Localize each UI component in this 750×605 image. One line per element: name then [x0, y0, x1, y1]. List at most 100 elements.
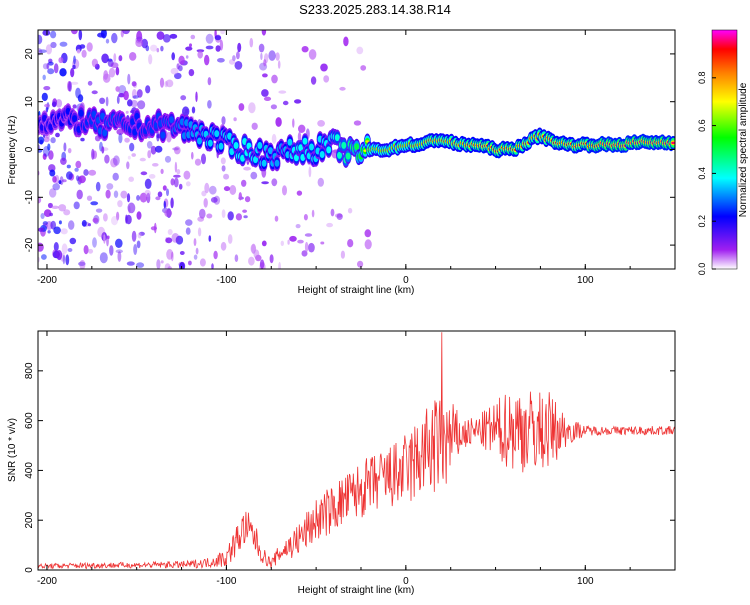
noise-blob [152, 163, 159, 167]
noise-blob [136, 30, 143, 42]
noise-blob [220, 241, 227, 251]
noise-blob [136, 262, 145, 268]
colorbar-tick-label: 0.2 [697, 215, 707, 228]
noise-blob [304, 241, 309, 253]
noise-blob [70, 81, 79, 85]
noise-blob [72, 64, 76, 70]
colorbar-tick-label: 0.4 [697, 167, 707, 180]
noise-blob [209, 185, 217, 195]
ridge-core [197, 137, 202, 145]
noise-blob [171, 233, 180, 243]
noise-blob [249, 37, 254, 48]
noise-blob [157, 191, 163, 198]
noise-blob [156, 31, 165, 40]
noise-blob [270, 104, 277, 110]
noise-blob [308, 242, 315, 253]
noise-blob [49, 212, 53, 217]
noise-blob [185, 55, 189, 59]
noise-blob [41, 254, 47, 260]
noise-blob [75, 160, 82, 169]
noise-blob [250, 244, 257, 254]
noise-blob [248, 102, 256, 114]
noise-blob [80, 137, 85, 142]
ridge-core [309, 143, 314, 151]
noise-blob [173, 177, 179, 188]
ridge-core [134, 112, 140, 120]
colorbar-tick-label: 0.8 [697, 72, 707, 85]
noise-blob [136, 240, 141, 249]
x-tick-label: -100 [216, 275, 236, 286]
noise-blob [294, 99, 302, 104]
noise-blob [78, 30, 83, 41]
noise-blob [127, 73, 131, 85]
noise-blob [166, 188, 169, 197]
noise-blob [339, 86, 346, 91]
ridge-core [100, 112, 106, 120]
noise-blob [55, 99, 63, 108]
noise-blob [139, 157, 146, 162]
noise-blob [48, 150, 54, 160]
noise-blob [163, 200, 166, 209]
noise-blob [201, 153, 206, 165]
noise-blob [118, 93, 125, 98]
y-tick-label: 10 [24, 96, 35, 108]
noise-blob [110, 62, 119, 69]
noise-blob [87, 248, 94, 254]
noise-blob [164, 263, 171, 269]
noise-blob [227, 211, 234, 221]
noise-blob [275, 117, 282, 127]
noise-blob [174, 72, 182, 80]
ridge-core [72, 115, 78, 123]
y-tick-label: 200 [24, 511, 35, 528]
noise-blob [287, 239, 290, 245]
ridge-core [218, 142, 224, 150]
noise-blob [67, 148, 72, 154]
noise-blob [167, 266, 173, 269]
spectrogram-marks [38, 30, 675, 269]
noise-blob [42, 146, 50, 157]
x-tick-label: -100 [216, 576, 236, 587]
noise-blob [308, 166, 312, 178]
noise-blob [50, 137, 56, 144]
noise-blob [120, 30, 124, 38]
snr-y-ticks: 0 200 400 600 800 [24, 362, 675, 573]
noise-blob [127, 202, 136, 214]
noise-blob [115, 249, 124, 254]
noise-blob [297, 239, 304, 244]
ridge-core [293, 154, 299, 162]
noise-blob [69, 237, 77, 245]
noise-blob [150, 44, 158, 52]
noise-blob [199, 258, 206, 267]
noise-blob [295, 224, 301, 229]
noise-blob [204, 182, 210, 194]
noise-blob [103, 213, 108, 222]
noise-blob [166, 249, 174, 260]
noise-blob [95, 181, 101, 192]
noise-blob [156, 48, 160, 53]
spectrogram-ridge [38, 103, 675, 172]
noise-blob [59, 68, 67, 77]
noise-blob [156, 259, 161, 269]
colorbar-label: Normalized spectral amplitude [738, 82, 749, 217]
noise-blob [174, 146, 181, 155]
noise-blob [103, 234, 106, 244]
noise-blob [105, 189, 111, 199]
ridge-core [326, 146, 332, 154]
noise-blob [280, 240, 284, 246]
noise-blob [317, 177, 324, 187]
noise-blob [105, 96, 109, 107]
noise-blob [90, 201, 99, 206]
noise-blob [145, 85, 151, 94]
noise-blob [128, 176, 134, 182]
noise-blob [87, 80, 93, 86]
ridge-core [319, 151, 325, 158]
noise-blob [169, 33, 178, 39]
noise-blob [113, 155, 120, 166]
noise-blob [221, 209, 226, 219]
noise-blob [206, 213, 213, 219]
noise-blob [113, 53, 117, 63]
noise-blob [47, 143, 51, 151]
y-tick-label: 0 [24, 146, 35, 152]
